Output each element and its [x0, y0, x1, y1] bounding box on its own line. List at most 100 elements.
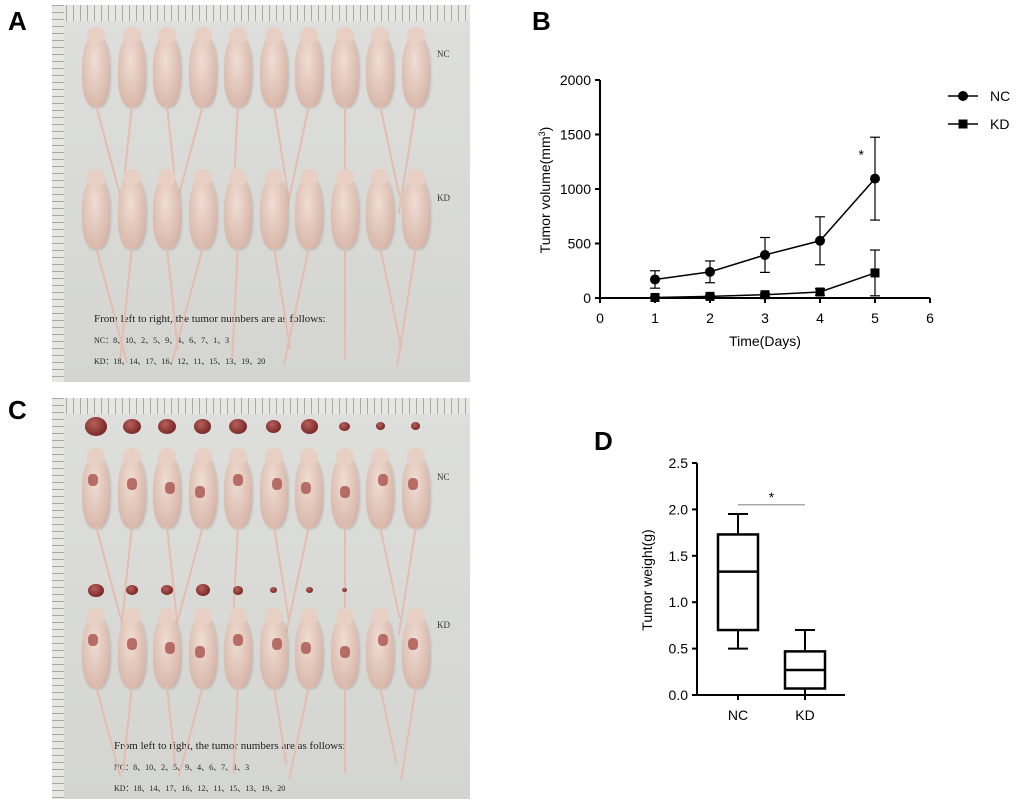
row-label-kd: KD	[437, 193, 450, 203]
panel-label-c: C	[8, 395, 27, 425]
mouse-head	[122, 448, 141, 464]
mouse-tail	[399, 685, 417, 780]
incision-lesion	[88, 474, 98, 486]
excised-tumor	[342, 588, 347, 593]
excised-tumor	[305, 587, 313, 594]
y-tick-label: 2.0	[669, 501, 689, 517]
mouse	[153, 27, 181, 199]
mouse	[170, 169, 217, 364]
row-label-nc: NC	[437, 49, 450, 59]
mouse-head	[406, 608, 425, 624]
excised-tumor	[194, 419, 211, 434]
mouse-head	[87, 448, 105, 464]
mouse-tail	[379, 685, 398, 764]
mouse	[224, 169, 252, 359]
excised-tumor	[229, 418, 247, 435]
mouse	[82, 448, 126, 633]
incision-lesion	[194, 646, 205, 658]
mouse	[173, 448, 217, 633]
significance-star: *	[859, 147, 865, 163]
mouse	[288, 608, 323, 780]
data-point-kd	[650, 292, 660, 302]
ruler-left	[52, 398, 64, 799]
data-point-nc	[815, 235, 825, 246]
mouse-head	[229, 608, 247, 624]
incision-lesion	[378, 634, 388, 646]
incision-lesion	[271, 478, 282, 490]
incision-lesion	[194, 486, 205, 498]
data-point-nc	[870, 173, 880, 184]
mouse-head	[264, 608, 283, 624]
y-tick-label: 1000	[560, 181, 591, 197]
mouse	[283, 169, 323, 365]
incision-lesion	[165, 482, 175, 494]
x-tick-label: KD	[795, 707, 814, 723]
data-point-nc	[760, 249, 770, 260]
mouse-head	[300, 608, 318, 624]
mouse-tail	[379, 525, 401, 619]
box-nc	[716, 533, 760, 632]
excised-tumor	[339, 421, 350, 431]
mouse-head	[406, 27, 425, 43]
mouse	[397, 27, 430, 214]
excised-tumor	[233, 586, 243, 595]
incision-lesion	[88, 634, 98, 646]
caption-line-1: From left to right, the tumor numbers ar…	[94, 313, 326, 325]
excised-tumor	[161, 585, 173, 596]
mouse-head	[371, 27, 389, 43]
mouse	[259, 169, 291, 350]
mouse	[82, 27, 126, 212]
mouse-tail	[343, 247, 346, 359]
mouse-head	[158, 27, 176, 43]
caption-line-1: From left to right, the tumor numbers ar…	[114, 740, 346, 752]
mouse-head	[335, 27, 354, 43]
mouse	[397, 448, 430, 635]
mouse	[366, 608, 398, 764]
excised-tumor	[125, 585, 138, 596]
mouse-head	[158, 448, 176, 464]
x-tick-label: 0	[596, 310, 604, 326]
mouse-head	[122, 27, 141, 43]
mouse-head	[229, 448, 247, 464]
ruler-left	[52, 5, 64, 382]
mouse-tail	[343, 686, 346, 773]
mouse	[259, 608, 288, 765]
mouse	[176, 608, 217, 779]
tumor-number-caption: From left to right, the tumor numbers ar…	[114, 740, 346, 794]
excised-tumor	[270, 587, 277, 594]
y-tick-label: 1500	[560, 127, 591, 143]
panel-label-b: B	[532, 6, 551, 36]
mouse	[153, 169, 181, 351]
x-tick-label: 4	[816, 310, 824, 326]
incision-lesion	[165, 642, 175, 654]
mouse	[82, 608, 122, 779]
x-tick-label: 1	[651, 310, 659, 326]
incision-lesion	[339, 646, 350, 658]
mouse-photo-panel-c: NC KD From left to right, the tumor numb…	[52, 398, 470, 799]
x-tick-label: 3	[761, 310, 769, 326]
mouse	[285, 448, 323, 634]
excised-tumor	[85, 417, 107, 436]
mouse	[330, 169, 359, 359]
data-point-kd	[760, 290, 770, 300]
mouse-head	[229, 27, 247, 43]
data-point-nc	[650, 274, 660, 285]
mouse-head	[300, 448, 318, 464]
mouse	[224, 27, 252, 207]
incision-lesion	[233, 474, 243, 486]
y-tick-label: 1.0	[669, 594, 689, 610]
mouse	[399, 608, 430, 780]
significance-star: *	[769, 489, 775, 505]
mouse-tail	[95, 685, 122, 779]
caption-line-nc: NC：8、10、2、5、9、4、6、7、1、3	[94, 336, 230, 345]
box-kd	[783, 650, 827, 690]
caption-line-kd: KD：18、14、17、16、12、11、15、13、19、20	[114, 784, 286, 793]
mouse	[330, 27, 359, 207]
mouse-head	[264, 169, 283, 185]
mouse-head	[87, 608, 105, 624]
data-point-kd	[815, 287, 825, 297]
excised-tumor	[158, 418, 176, 435]
mouse	[224, 608, 252, 773]
ruler-top	[52, 398, 470, 414]
y-tick-label: 0.5	[669, 641, 689, 657]
